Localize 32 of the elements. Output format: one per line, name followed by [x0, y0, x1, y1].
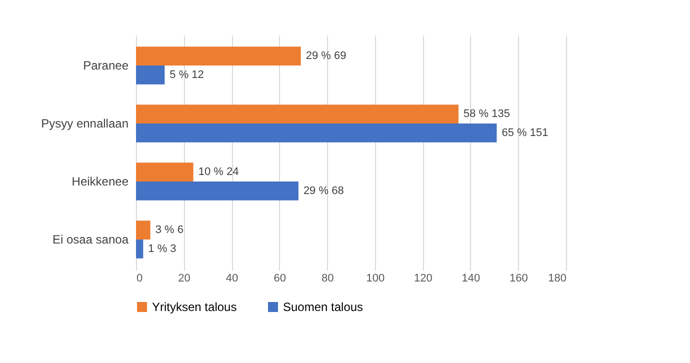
y-tick-label: Paranee: [83, 58, 129, 72]
bar: [136, 123, 497, 142]
data-label: 1 % 3: [148, 242, 176, 255]
data-label: 29 % 68: [303, 184, 344, 197]
x-tick-label: 120: [414, 272, 432, 284]
data-label: 10 % 24: [198, 166, 239, 178]
x-tick-label: 80: [321, 272, 334, 284]
y-tick-label: Heikkenee: [72, 174, 129, 189]
x-tick-label: 20: [178, 272, 190, 284]
bar: [136, 46, 301, 66]
data-label: 58 % 135: [464, 108, 510, 120]
bar: [136, 104, 458, 124]
bar: [136, 162, 194, 182]
data-label: 5 % 12: [170, 68, 204, 81]
data-label: 65 % 151: [502, 126, 548, 139]
x-tick-label: 180: [548, 272, 566, 284]
x-tick-label: 60: [274, 272, 286, 284]
x-tick-label: 40: [226, 272, 238, 284]
x-tick-label: 0: [136, 272, 143, 284]
bar: [136, 220, 150, 240]
y-tick-label: Pysyy ennallaan: [41, 116, 128, 130]
bar: [136, 65, 165, 84]
bar: [136, 240, 144, 258]
legend-label: Yrityksen talous: [152, 300, 237, 314]
data-label: 3 % 6: [155, 224, 184, 236]
x-tick-label: 100: [366, 272, 385, 284]
y-tick-label: Ei osaa sanoa: [52, 232, 129, 247]
x-tick-label: 160: [510, 272, 528, 284]
x-tick-label: 140: [462, 272, 480, 284]
bar: [136, 182, 298, 200]
legend-label: Suomen talous: [283, 300, 364, 314]
data-label: 29 % 69: [306, 50, 346, 62]
